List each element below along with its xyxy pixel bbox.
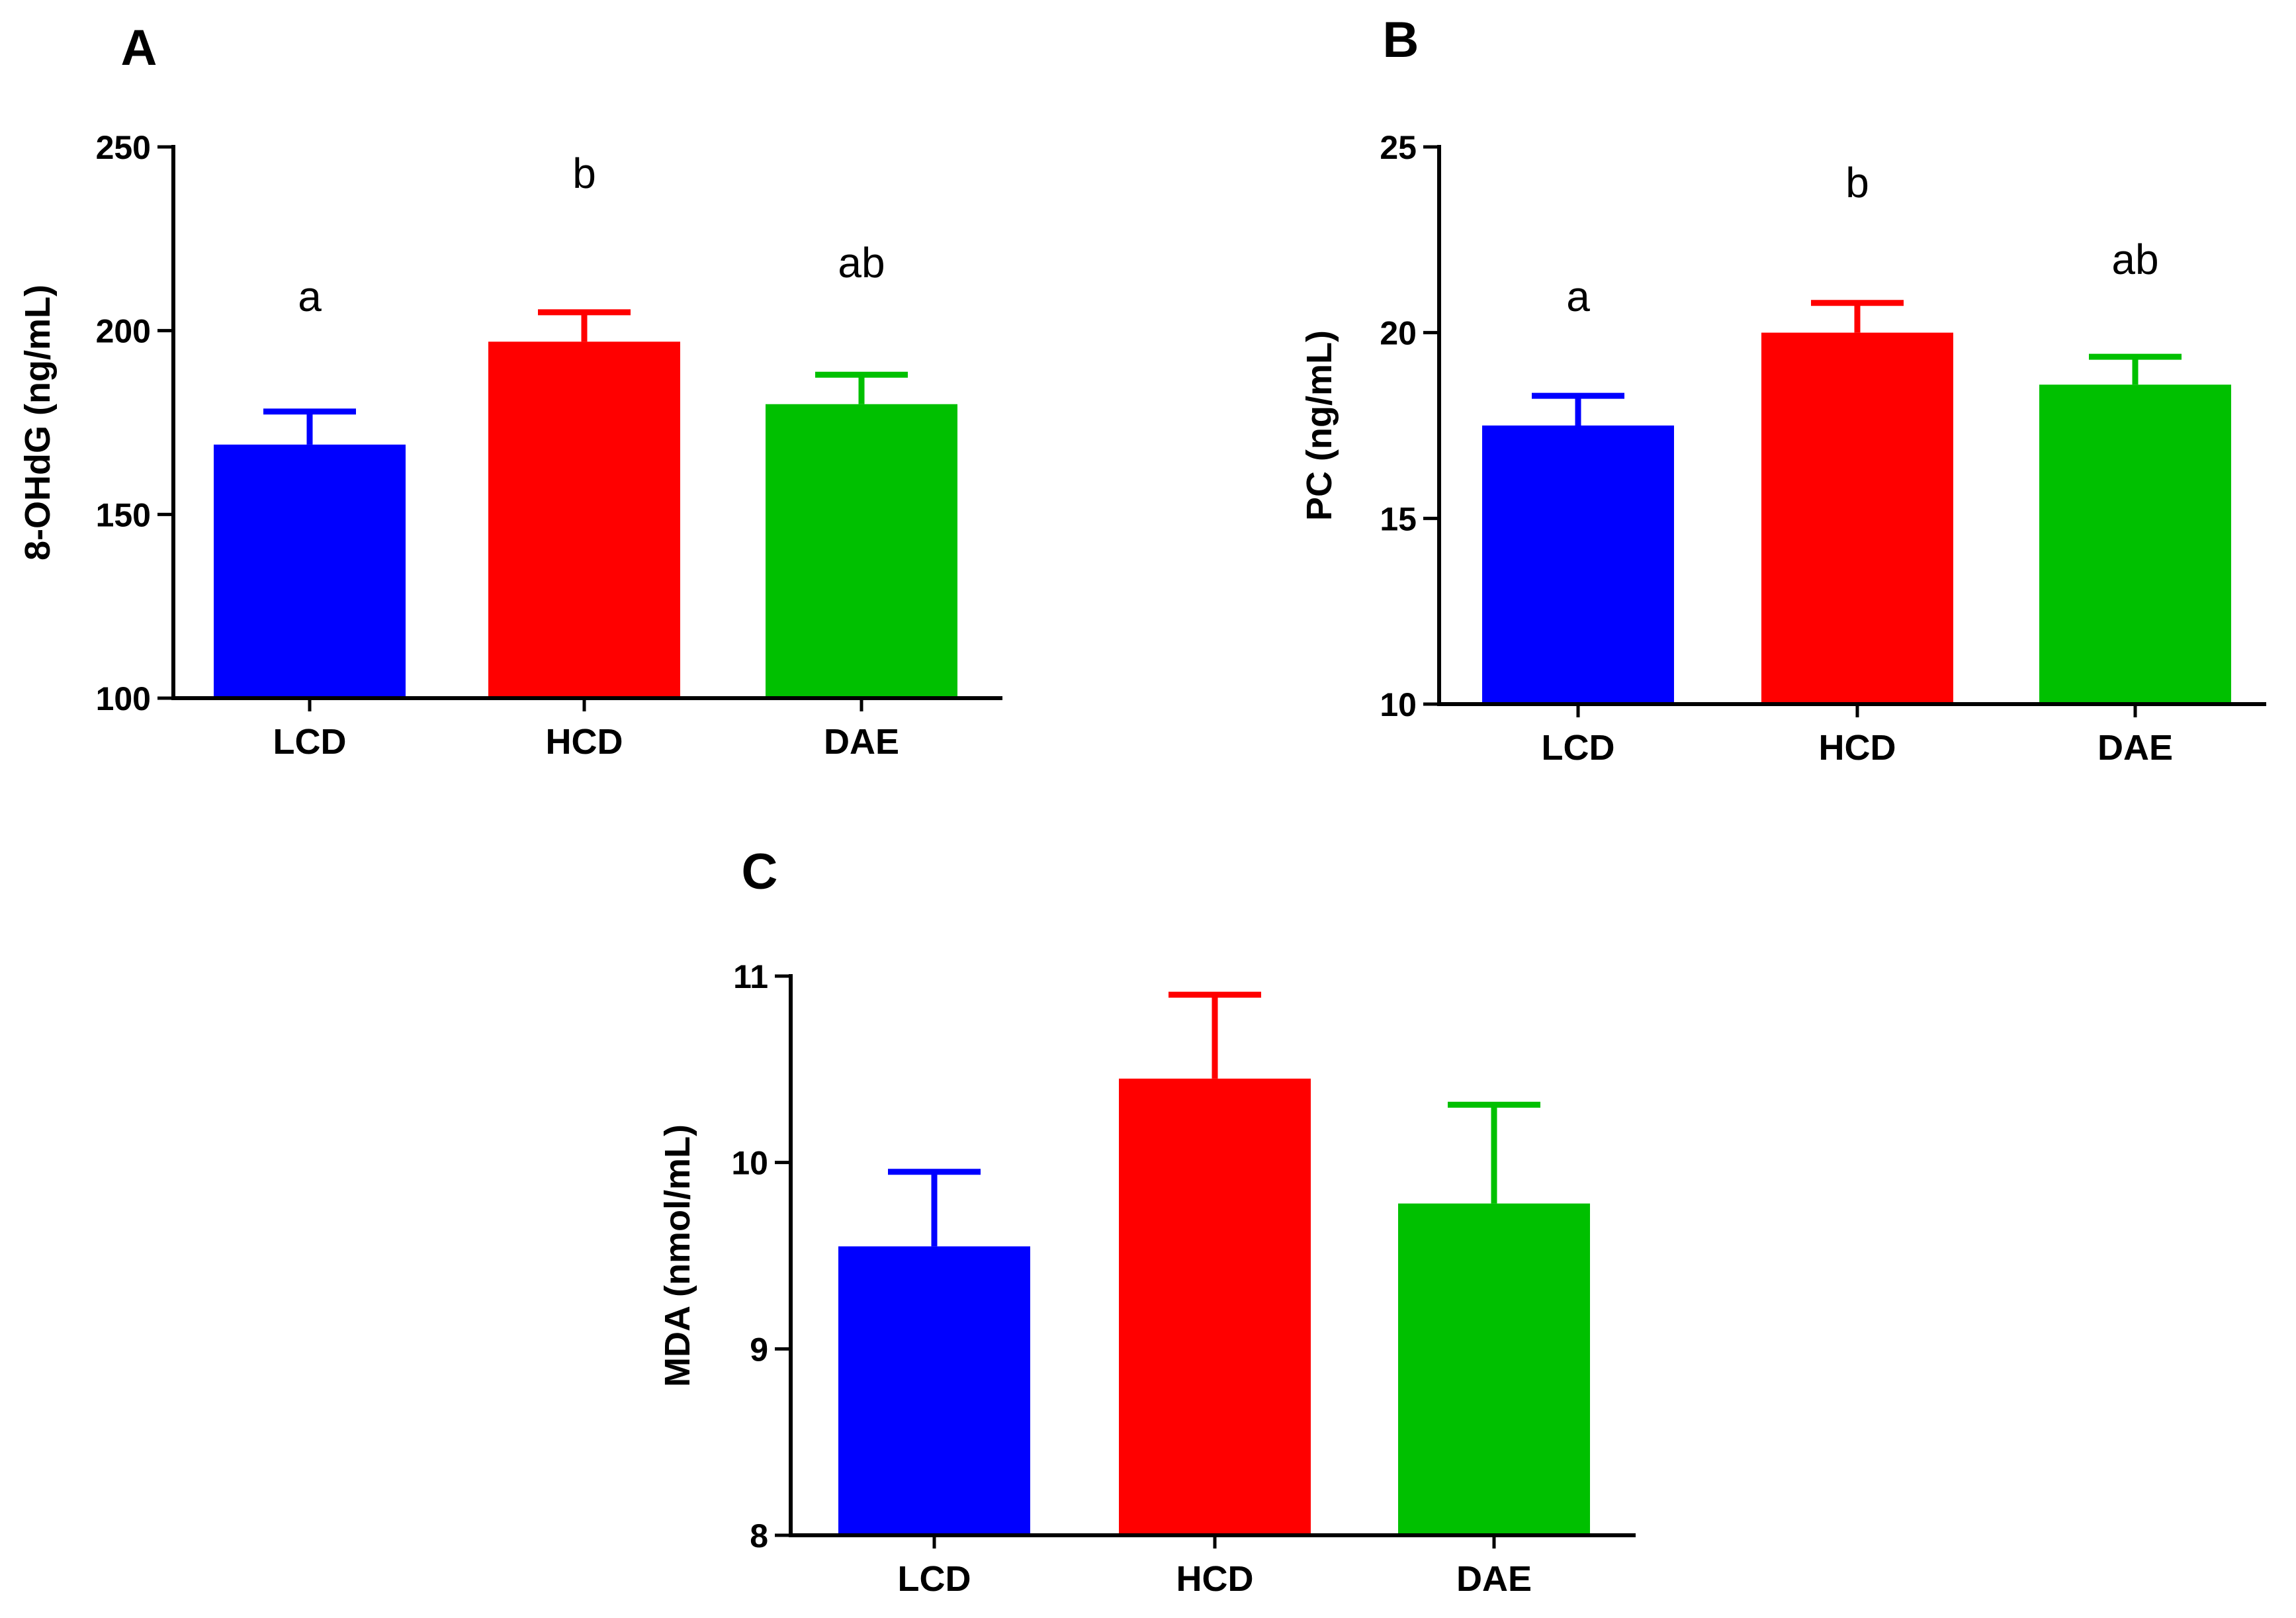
panel-c-bar-lcd	[838, 1246, 1030, 1535]
panel-b-y-tick-label-10: 10	[1380, 686, 1417, 723]
panel-a-category-label-dae: DAE	[824, 722, 899, 762]
panel-c-y-tick-label-11: 11	[733, 958, 768, 995]
panel-b-y-tick-label-15: 15	[1380, 500, 1417, 537]
panel-c-label: C	[742, 844, 778, 900]
panel-c-category-label-hcd: HCD	[1176, 1559, 1254, 1599]
panel-b: B LCD a HCD b DAE ab 10 15 20 25 PC (ng/mL)	[1300, 12, 2266, 768]
panel-c-y-tick-label-10: 10	[731, 1145, 768, 1182]
panel-b-category-label-lcd: LCD	[1542, 728, 1615, 768]
panel-a-y-tick-label-150: 150	[96, 496, 151, 533]
panel-b-bar-dae	[2039, 384, 2231, 704]
panel-b-category-label-hcd: HCD	[1819, 728, 1896, 768]
panel-a-bar-lcd	[214, 444, 406, 698]
panel-b-label: B	[1383, 12, 1419, 68]
panel-b-significance-lcd: a	[1566, 273, 1590, 320]
panel-c-y-tick-label-8: 8	[750, 1517, 768, 1554]
panel-c-category-label-dae: DAE	[1456, 1559, 1532, 1599]
panel-a-category-label-hcd: HCD	[546, 722, 623, 762]
panel-b-significance-hcd: b	[1845, 159, 1869, 206]
panel-a-category-label-lcd: LCD	[273, 722, 347, 762]
panel-b-significance-dae: ab	[2111, 236, 2158, 283]
panel-a-y-axis-title: 8-OHdG (ng/mL)	[18, 285, 58, 561]
panel-b-category-label-dae: DAE	[2097, 728, 2173, 768]
panel-b-bar-lcd	[1482, 426, 1674, 704]
panel-b-y-tick-label-25: 25	[1380, 129, 1417, 166]
panel-a-y-tick-label-100: 100	[96, 680, 151, 717]
panel-b-y-axis-title: PC (ng/mL)	[1300, 330, 1339, 521]
panel-a-significance-dae: ab	[838, 239, 885, 287]
panel-c-bar-hcd	[1119, 1078, 1311, 1535]
panel-c-category-label-lcd: LCD	[898, 1559, 971, 1599]
panel-b-y-tick-label-20: 20	[1380, 315, 1417, 352]
panel-b-bar-hcd	[1761, 332, 1953, 705]
panel-c: C LCD HCD DAE 8 9 10 11 MDA (nmol/mL)	[658, 844, 1636, 1599]
panel-a: A LCD a HCD b DAE ab 100 150 200 250 8-OHdG (ng/mL)	[18, 20, 1002, 762]
panel-a-bar-hcd	[488, 341, 680, 698]
panel-a-bar-dae	[766, 404, 957, 698]
panel-c-bar-dae	[1398, 1203, 1590, 1535]
panel-a-significance-hcd: b	[572, 150, 596, 197]
panel-a-significance-lcd: a	[298, 273, 322, 320]
panel-a-y-tick-label-200: 200	[96, 313, 151, 350]
panel-c-y-tick-label-9: 9	[750, 1331, 768, 1368]
panel-c-y-axis-title: MDA (nmol/mL)	[658, 1124, 697, 1387]
panel-a-label: A	[121, 20, 157, 76]
panel-a-y-tick-label-250: 250	[96, 129, 151, 166]
